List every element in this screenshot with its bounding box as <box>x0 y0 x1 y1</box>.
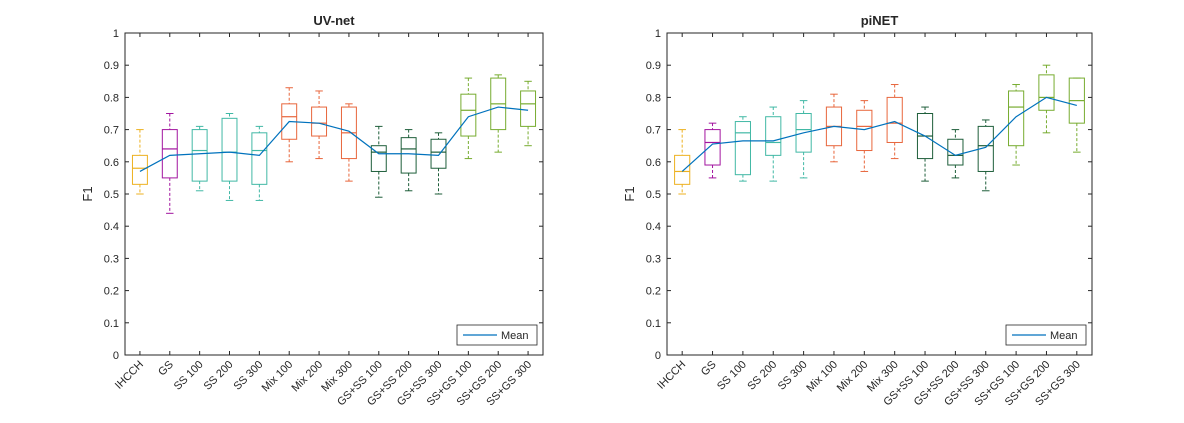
x-tick-label: GS <box>156 359 176 379</box>
box-body <box>520 90 537 127</box>
y-tick-label: 0.1 <box>104 318 119 330</box>
x-tick-label: GS <box>699 359 719 379</box>
box-body <box>191 129 208 182</box>
x-tick-label: SS 100 <box>172 359 206 393</box>
axes-frame <box>124 32 544 356</box>
mean-line <box>681 96 1077 172</box>
legend-label: Mean <box>1050 330 1078 342</box>
legend-label: Mean <box>501 330 529 342</box>
box-body <box>856 109 873 152</box>
box-body <box>1008 90 1025 147</box>
box-body <box>221 117 238 182</box>
y-tick-label: 0 <box>113 350 119 362</box>
chart-title: UV-net <box>313 13 355 28</box>
box-body <box>430 138 447 169</box>
chart-title: piNET <box>861 13 899 28</box>
box-body <box>161 129 178 179</box>
y-tick-label: 1 <box>113 28 119 40</box>
chart-pinet: piNET 0 0.1 0.2 0.3 0.4 0.5 0.6 0.7 0.8 0.9 1 F1 IHCC… <box>622 13 1093 408</box>
box-body <box>131 154 148 185</box>
y-tick-label: 0.9 <box>104 60 119 72</box>
box-body <box>311 106 328 137</box>
x-tick-label: Mix 200 <box>835 359 871 395</box>
x-tick-label: Mix 200 <box>289 359 325 395</box>
x-tick-label: IHCCH <box>113 359 146 392</box>
y-tick-label: 0.2 <box>104 286 119 298</box>
mean-line <box>139 106 529 172</box>
y-tick-label: 0.1 <box>646 318 661 330</box>
chart-uv-net: UV-net 0 0.1 0.2 0.3 0.4 0.5 0.6 0.7 0.8 0.9 1 F1 IHC… <box>80 13 544 408</box>
y-tick-label: 0.4 <box>646 221 661 233</box>
box-body <box>795 113 812 153</box>
y-tick-label: 0.4 <box>104 221 119 233</box>
y-tick-label: 0.6 <box>104 157 119 169</box>
box-body <box>886 96 903 143</box>
axes-frame <box>666 32 1093 356</box>
y-tick-label: 0.3 <box>104 253 119 265</box>
box-body <box>1038 74 1055 111</box>
y-tick-label: 0.8 <box>104 92 119 104</box>
y-tick-label: 1 <box>655 28 661 40</box>
box-body <box>674 154 691 185</box>
y-tick-label: 0.9 <box>646 60 661 72</box>
box-body <box>765 116 782 156</box>
y-tick-label: 0.8 <box>646 92 661 104</box>
box-body <box>947 138 964 166</box>
box-body <box>734 121 751 176</box>
box-body <box>370 145 387 172</box>
box-body <box>460 93 477 137</box>
y-tick-label: 0.3 <box>646 253 661 265</box>
y-tick-label: 0.5 <box>646 189 661 201</box>
x-tick-label: IHCCH <box>655 359 688 392</box>
x-tick-label: SS 100 <box>715 359 749 393</box>
box-body <box>704 129 721 166</box>
y-tick-label: 0.7 <box>104 125 119 137</box>
box-body <box>400 137 417 174</box>
x-tick-label: Mix 100 <box>260 359 296 395</box>
box-body <box>251 132 268 185</box>
x-tick-label: SS 200 <box>202 359 236 393</box>
y-tick-label: 0 <box>655 350 661 362</box>
y-tick-label: 0.5 <box>104 189 119 201</box>
y-tick-label: 0.6 <box>646 157 661 169</box>
y-axis-label: F1 <box>622 186 637 201</box>
x-tick-label: Mix 100 <box>804 359 840 395</box>
y-axis-label: F1 <box>80 186 95 201</box>
y-tick-label: 0.7 <box>646 125 661 137</box>
x-tick-label: SS 200 <box>745 359 779 393</box>
y-tick-label: 0.2 <box>646 286 661 298</box>
